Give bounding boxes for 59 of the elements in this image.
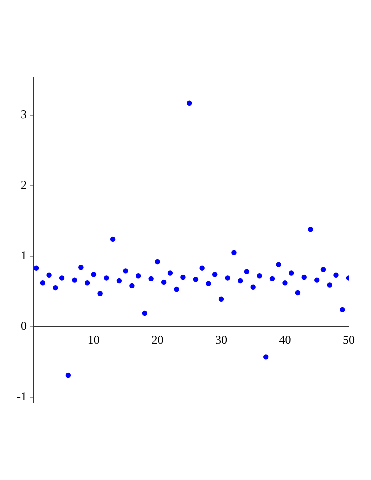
point — [180, 274, 186, 280]
x-tick-label: 40 — [279, 333, 292, 348]
point — [168, 270, 174, 276]
point — [110, 236, 116, 242]
point — [72, 278, 78, 283]
point — [66, 372, 72, 378]
point — [340, 307, 346, 313]
point — [314, 278, 320, 283]
point — [302, 274, 307, 280]
y-tick-label: 3 — [20, 108, 27, 122]
point — [320, 267, 326, 272]
point — [161, 280, 167, 286]
point — [53, 285, 58, 291]
x-tick-label: 30 — [215, 333, 228, 348]
point — [250, 284, 256, 290]
point — [218, 296, 224, 302]
x-tick-label: 50 — [343, 333, 355, 348]
point — [270, 276, 276, 282]
point — [155, 259, 160, 265]
point — [238, 278, 244, 284]
point — [40, 280, 46, 286]
point — [193, 277, 199, 282]
y-tick-label: 0 — [20, 319, 27, 334]
point — [84, 280, 90, 286]
y-tick-label: 1 — [20, 248, 27, 263]
point — [174, 286, 180, 292]
point — [59, 276, 65, 281]
point — [264, 354, 269, 360]
point — [34, 266, 40, 271]
y-tick-label: -1 — [16, 390, 27, 404]
point — [327, 282, 332, 288]
point — [91, 272, 97, 278]
point — [282, 280, 288, 286]
point — [148, 276, 154, 282]
point — [186, 100, 192, 106]
point — [116, 278, 122, 284]
point — [130, 283, 135, 289]
point — [232, 250, 237, 256]
point — [123, 268, 128, 274]
point — [136, 274, 142, 279]
point — [78, 265, 84, 270]
point — [308, 226, 314, 232]
point — [295, 290, 301, 296]
point — [334, 272, 339, 278]
point — [142, 310, 148, 316]
point — [212, 272, 218, 278]
point — [104, 276, 110, 281]
point — [257, 274, 262, 279]
point — [98, 291, 103, 296]
point — [289, 270, 294, 276]
x-tick-label: 20 — [152, 333, 164, 348]
x-tick-label: 10 — [88, 333, 100, 348]
point — [244, 269, 250, 274]
point — [276, 262, 282, 268]
y-tick-label: 2 — [20, 178, 27, 192]
point — [46, 272, 52, 278]
point — [200, 266, 205, 271]
point — [206, 281, 212, 286]
point — [225, 276, 230, 281]
